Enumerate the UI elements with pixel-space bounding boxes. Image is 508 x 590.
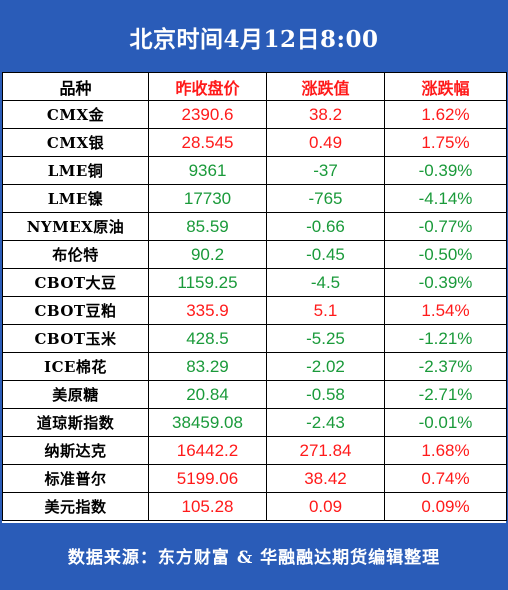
change-pct-cell: -0.01% <box>384 408 507 437</box>
table-row: CBOT大豆 1159.25 -4.5 -0.39% <box>2 268 507 297</box>
table-body: CMX金 2390.6 38.2 1.62% CMX银 28.545 0.49 1.75% LM… <box>2 100 507 521</box>
change-value-cell: -0.58 <box>266 380 385 409</box>
instrument-name-cell: 美元指数 <box>2 492 149 521</box>
table-row: 纳斯达克 16442.2 271.84 1.68% <box>2 436 507 465</box>
change-value-cell: -5.25 <box>266 324 385 353</box>
change-pct-cell: 1.68% <box>384 436 507 465</box>
table-header-row: 品种 昨收盘价 涨跌值 涨跌幅 <box>2 72 507 101</box>
source-banner: 数据来源：东方财富 & 华融融达期货编辑整理 <box>2 523 506 588</box>
close-price-cell: 428.5 <box>148 324 267 353</box>
instrument-name-cell: 布伦特 <box>2 240 149 269</box>
close-price-cell: 1159.25 <box>148 268 267 297</box>
table-row: 美原糖 20.84 -0.58 -2.71% <box>2 380 507 409</box>
instrument-name-cell: CBOT大豆 <box>2 268 149 297</box>
column-header-change: 涨跌值 <box>266 72 385 101</box>
change-value-cell: -765 <box>266 184 385 213</box>
instrument-name-cell: CBOT豆粕 <box>2 296 149 325</box>
instrument-name-cell: ICE棉花 <box>2 352 149 381</box>
change-value-cell: 38.42 <box>266 464 385 493</box>
change-pct-cell: -0.39% <box>384 268 507 297</box>
change-value-cell: -37 <box>266 156 385 185</box>
source-note: 数据来源：东方财富 & 华融融达期货编辑整理 <box>67 548 441 568</box>
table-row: ICE棉花 83.29 -2.02 -2.37% <box>2 352 507 381</box>
instrument-name-cell: 美原糖 <box>2 380 149 409</box>
change-value-cell: 0.49 <box>266 128 385 157</box>
table-row: CBOT豆粕 335.9 5.1 1.54% <box>2 296 507 325</box>
close-price-cell: 335.9 <box>148 296 267 325</box>
table-row: CMX金 2390.6 38.2 1.62% <box>2 100 507 129</box>
change-pct-cell: -0.39% <box>384 156 507 185</box>
column-header-pct: 涨跌幅 <box>384 72 507 101</box>
instrument-name-cell: NYMEX原油 <box>2 212 149 241</box>
close-price-cell: 17730 <box>148 184 267 213</box>
instrument-name-cell: 道琼斯指数 <box>2 408 149 437</box>
change-value-cell: 271.84 <box>266 436 385 465</box>
title-banner: 北京时间4月12日8:00 <box>2 2 506 72</box>
table-row: 标准普尔 5199.06 38.42 0.74% <box>2 464 507 493</box>
quote-table: 品种 昨收盘价 涨跌值 涨跌幅 CMX金 2390.6 38.2 1.62% CMX银 2… <box>2 72 507 521</box>
change-pct-cell: -1.21% <box>384 324 507 353</box>
change-pct-cell: 0.74% <box>384 464 507 493</box>
instrument-name-cell: CMX银 <box>2 128 149 157</box>
change-pct-cell: -4.14% <box>384 184 507 213</box>
table-row: CMX银 28.545 0.49 1.75% <box>2 128 507 157</box>
close-price-cell: 38459.08 <box>148 408 267 437</box>
change-pct-cell: -2.71% <box>384 380 507 409</box>
instrument-name-cell: LME镍 <box>2 184 149 213</box>
change-pct-cell: 1.75% <box>384 128 507 157</box>
close-price-cell: 85.59 <box>148 212 267 241</box>
change-pct-cell: -2.37% <box>384 352 507 381</box>
close-price-cell: 28.545 <box>148 128 267 157</box>
change-value-cell: -0.66 <box>266 212 385 241</box>
change-value-cell: -4.5 <box>266 268 385 297</box>
change-pct-cell: 1.62% <box>384 100 507 129</box>
instrument-name-cell: LME铜 <box>2 156 149 185</box>
change-pct-cell: 0.09% <box>384 492 507 521</box>
table-row: 道琼斯指数 38459.08 -2.43 -0.01% <box>2 408 507 437</box>
instrument-name-cell: CMX金 <box>2 100 149 129</box>
instrument-name-cell: 纳斯达克 <box>2 436 149 465</box>
table-row: LME铜 9361 -37 -0.39% <box>2 156 507 185</box>
change-pct-cell: -0.77% <box>384 212 507 241</box>
instrument-name-cell: 标准普尔 <box>2 464 149 493</box>
close-price-cell: 83.29 <box>148 352 267 381</box>
close-price-cell: 20.84 <box>148 380 267 409</box>
page-title: 北京时间4月12日8:00 <box>129 26 379 53</box>
close-price-cell: 105.28 <box>148 492 267 521</box>
change-value-cell: 0.09 <box>266 492 385 521</box>
change-value-cell: 5.1 <box>266 296 385 325</box>
table-row: 美元指数 105.28 0.09 0.09% <box>2 492 507 521</box>
table-row: 布伦特 90.2 -0.45 -0.50% <box>2 240 507 269</box>
close-price-cell: 2390.6 <box>148 100 267 129</box>
change-value-cell: -2.43 <box>266 408 385 437</box>
change-value-cell: -0.45 <box>266 240 385 269</box>
table-row: CBOT玉米 428.5 -5.25 -1.21% <box>2 324 507 353</box>
change-value-cell: 38.2 <box>266 100 385 129</box>
close-price-cell: 9361 <box>148 156 267 185</box>
close-price-cell: 5199.06 <box>148 464 267 493</box>
change-pct-cell: -0.50% <box>384 240 507 269</box>
instrument-name-cell: CBOT玉米 <box>2 324 149 353</box>
column-header-name: 品种 <box>2 72 149 101</box>
close-price-cell: 16442.2 <box>148 436 267 465</box>
column-header-close: 昨收盘价 <box>148 72 267 101</box>
change-value-cell: -2.02 <box>266 352 385 381</box>
table-row: NYMEX原油 85.59 -0.66 -0.77% <box>2 212 507 241</box>
table-row: LME镍 17730 -765 -4.14% <box>2 184 507 213</box>
change-pct-cell: 1.54% <box>384 296 507 325</box>
close-price-cell: 90.2 <box>148 240 267 269</box>
